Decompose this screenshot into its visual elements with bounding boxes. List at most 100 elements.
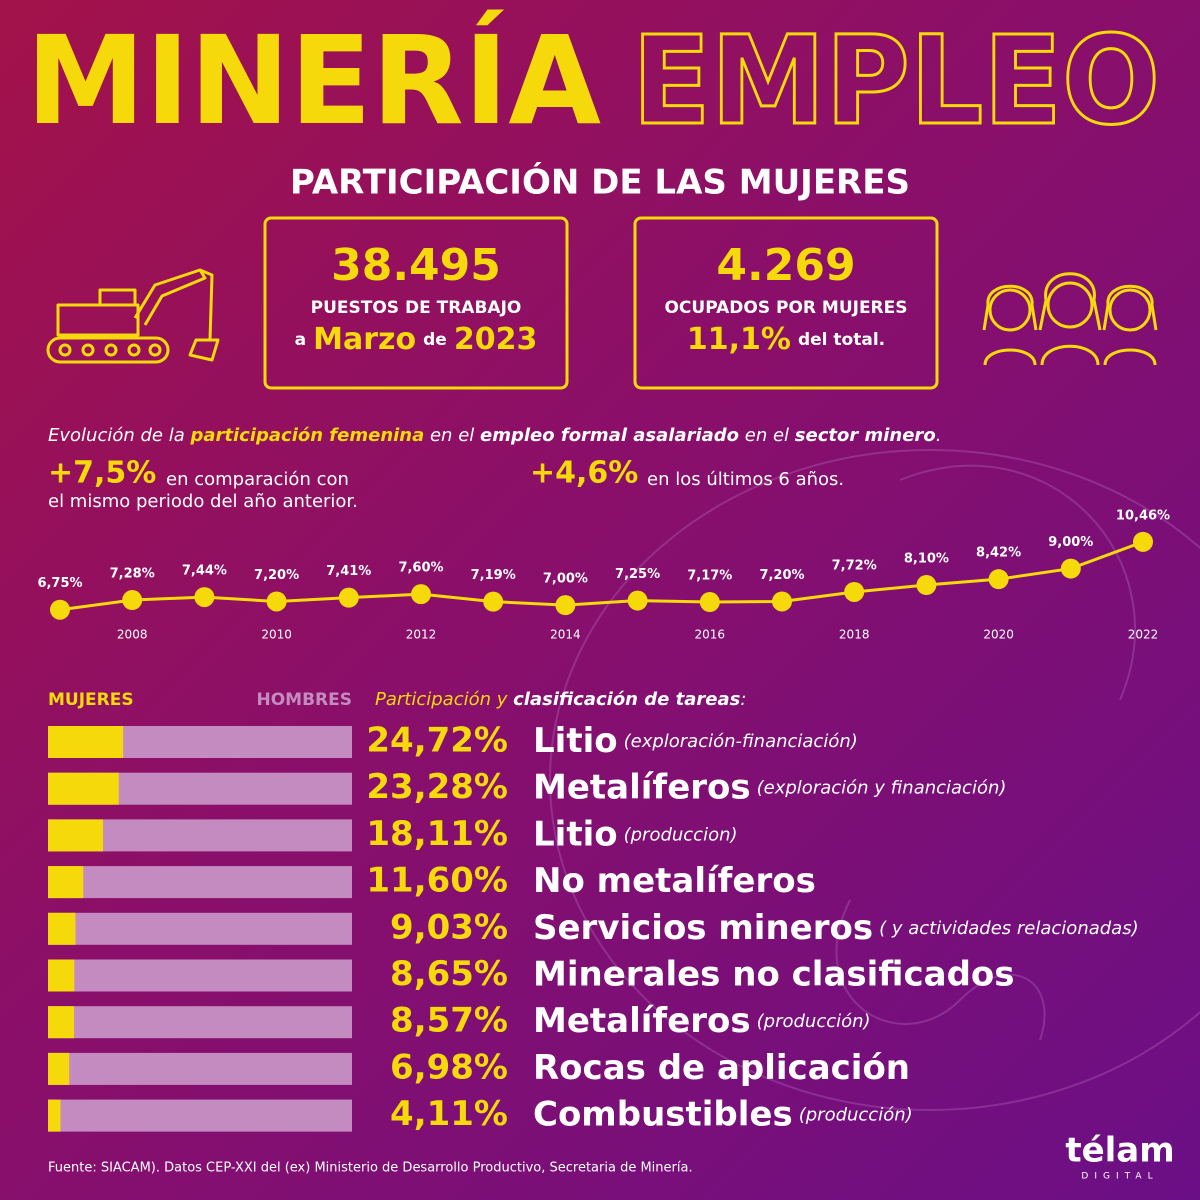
x-tick-label: 2016 [695,628,726,642]
intro-part: en el [424,425,480,446]
bar-background [48,959,352,992]
value-label: 11,60% [366,861,508,901]
category: Minerales no clasificados [533,954,1015,994]
stat-detail: a Marzo de 2023 [295,322,538,357]
category: Metalíferos (producción) [533,1001,871,1041]
logo: télam [1065,1131,1174,1171]
category-label: Rocas de aplicación [533,1047,910,1087]
category-label: No metalíferos [533,861,816,901]
value-label: 7,72% [832,558,877,573]
point [50,599,70,620]
x-tick-label: 2018 [839,628,870,642]
point [988,569,1009,590]
x-tick-label: 2020 [983,628,1014,642]
subtitle: PARTICIPACIÓN DE LAS MUJERES [290,162,910,203]
title-outline: EMPLEO [632,10,1160,152]
x-tick-label: 2022 [1128,628,1159,642]
value-label: 7,19% [471,568,516,583]
highlight-text: en comparación con [166,469,349,490]
stat-detail-part: 11,1% [687,322,791,357]
value-label: 6,75% [37,576,82,591]
value-label: 23,28% [366,767,508,807]
bar-title: Participación y clasificación de tareas: [375,689,746,710]
point [483,591,504,612]
bar-background [48,866,352,899]
category: Litio (exploración-financiación) [533,721,858,761]
category-note: (produccion) [624,824,738,845]
bar-title-part: clasificación de tareas [513,689,740,710]
excavator-icon [46,268,220,364]
stat-number: 38.495 [331,240,501,291]
value-label: 9,03% [390,907,508,947]
point [555,595,576,616]
bar [48,772,119,805]
decor [549,449,1200,1111]
category-label: Combustibles [533,1094,793,1134]
stat-detail-part: a [295,330,306,350]
stat-detail: 11,1% del total. [687,322,885,357]
value-label: 7,41% [326,564,371,579]
value-label: 8,57% [390,1001,508,1041]
bar-background [48,1099,352,1132]
bar [48,959,75,992]
point [627,590,648,611]
category-note: (producción) [799,1105,913,1126]
intro-part: Evolución de la [48,425,190,446]
point [122,590,143,611]
x-tick-label: 2010 [261,628,292,642]
value-label: 10,46% [1116,508,1170,523]
point [1133,531,1153,552]
legend-label: MUJERES [48,690,134,710]
point [411,584,431,605]
intro-part: empleo formal asalariado [480,425,739,446]
value-label: 7,17% [687,569,732,584]
category: No metalíferos [533,861,816,901]
highlight-value: +4,6% [530,456,638,491]
bar [48,1099,61,1132]
category-label: Servicios mineros [533,907,873,947]
value-label: 7,25% [615,567,660,582]
category-note: (exploración-financiación) [624,731,858,752]
stat-detail-part: de [423,330,447,350]
category: Litio (produccion) [533,814,738,854]
logo-sub: DIGITAL [1081,1172,1158,1182]
stat-detail-part: Marzo [313,322,416,357]
value-label: 7,20% [759,568,804,583]
x-tick-label: 2008 [117,628,148,642]
highlight-value: +7,5% [48,456,156,491]
category: Rocas de aplicación [533,1047,910,1087]
stat-caption: OCUPADOS POR MUJERES [664,298,907,318]
point [844,581,865,602]
intro-part: participación femenina [189,425,424,446]
value-label: 7,00% [543,572,588,587]
category-label: Litio [533,721,618,761]
value-label: 8,65% [390,954,508,994]
value-label: 7,60% [398,561,443,576]
category: Combustibles (producción) [533,1094,913,1134]
women-icon [982,272,1158,366]
point [338,587,359,608]
intro: Evolución de la participación femenina e… [48,425,941,446]
category-note: (exploración y financiación) [757,778,1007,799]
highlight-text: el mismo periodo del año anterior. [48,491,358,512]
point [194,587,215,608]
bar-background [48,1052,352,1085]
intro-part: . [936,425,942,446]
bar-title-part: : [740,689,746,710]
bar [48,912,76,945]
intro-part: en el [739,425,795,446]
value-label: 24,72% [366,721,508,761]
point [699,592,720,613]
stat-caption: PUESTOS DE TRABAJO [311,298,522,318]
category-note: ( y actividades relacionadas) [879,918,1139,939]
value-label: 6,98% [390,1047,508,1087]
value-label: 7,28% [110,567,155,582]
bar [48,819,104,852]
bar [48,866,84,899]
legend-label: HOMBRES [256,690,352,710]
bar-title-part: Participación y [375,689,513,710]
category-note: (producción) [757,1011,871,1032]
stat-box [633,216,939,390]
category: Servicios mineros ( y actividades relacio… [533,907,1139,947]
